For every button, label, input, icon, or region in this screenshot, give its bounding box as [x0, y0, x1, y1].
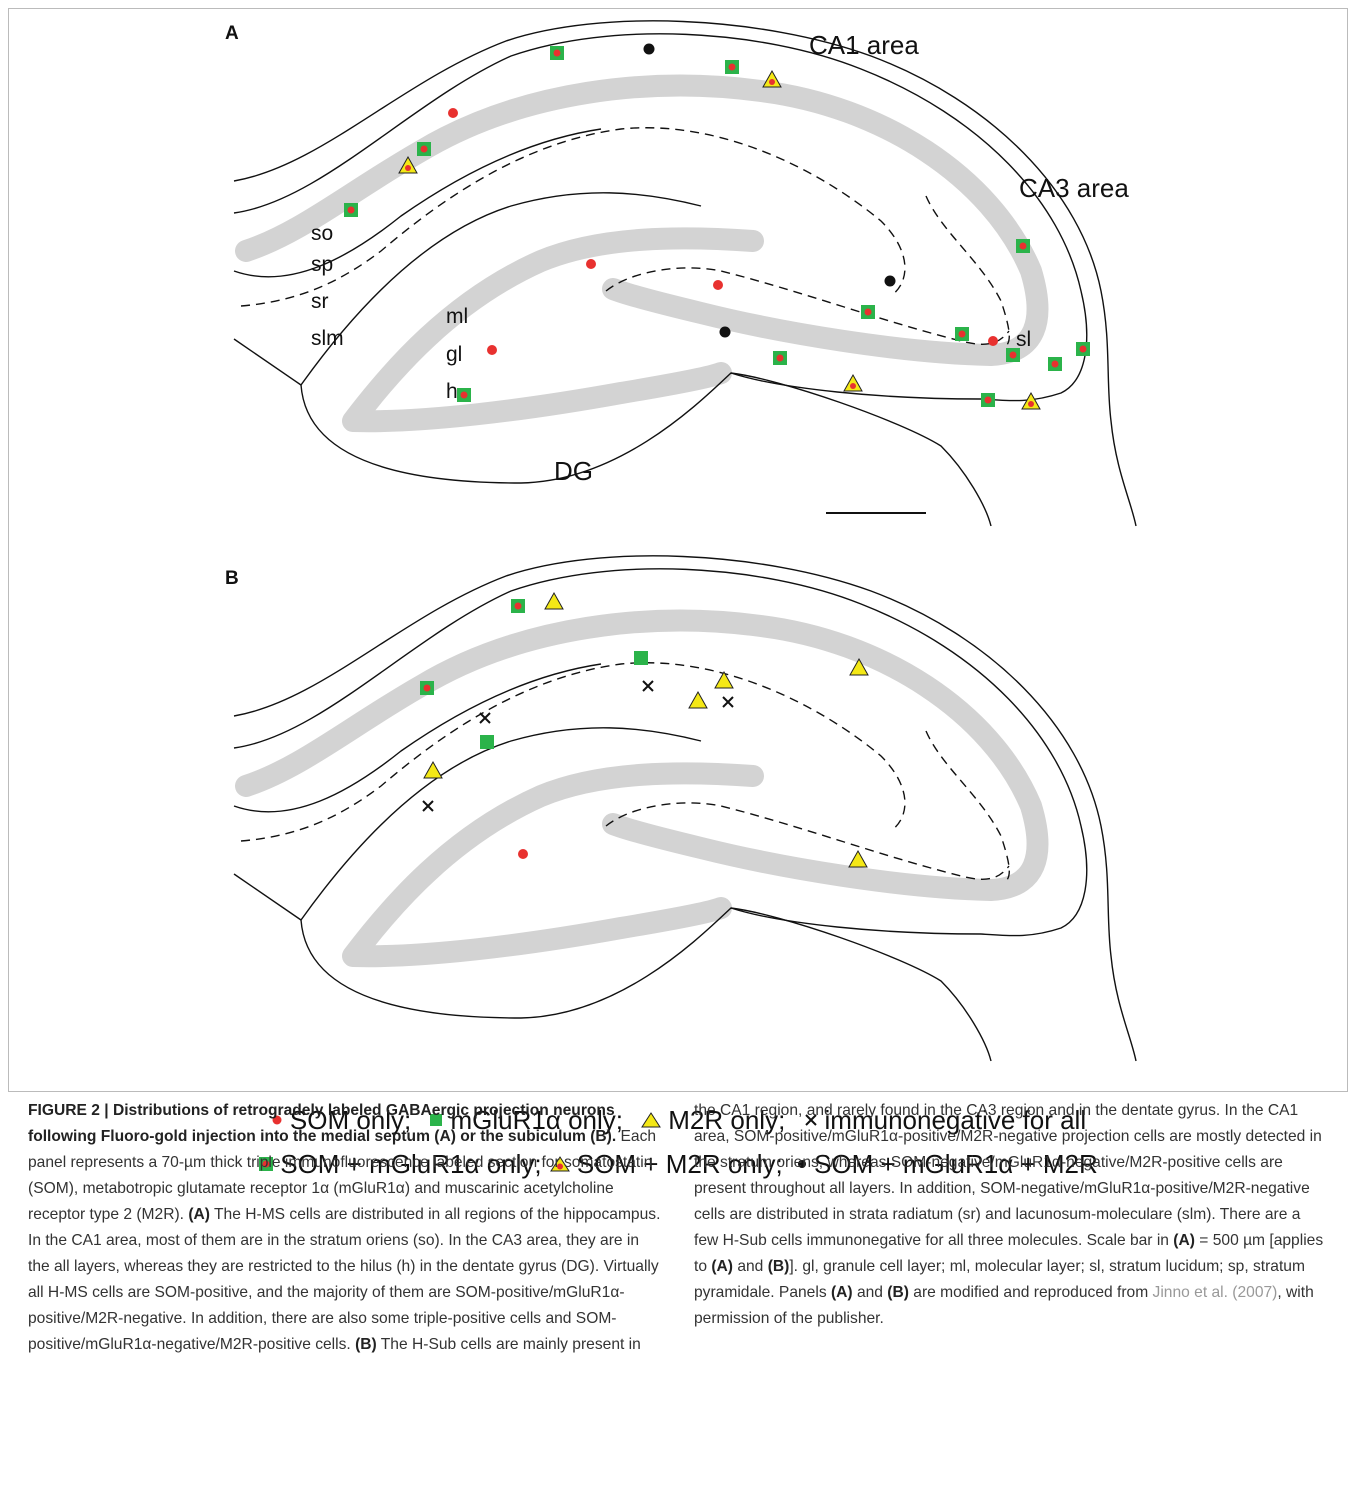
- panel-label: B: [225, 568, 239, 589]
- region-label: h: [446, 380, 458, 403]
- som-cell: [988, 336, 998, 346]
- caption-text: (B): [887, 1284, 909, 1301]
- figure: A B CA1 area CA3 area so sp sr slm ml gl…: [8, 8, 1348, 1092]
- som-mglur-cell-dot: [865, 309, 872, 316]
- caption-text: (A): [1173, 1232, 1195, 1249]
- som-mglur-cell-dot: [1020, 243, 1027, 250]
- region-label: ml: [446, 305, 468, 328]
- triple-positive-cell: [885, 276, 896, 287]
- caption-text: (A): [711, 1258, 733, 1275]
- som-mglur-cell-dot: [515, 603, 522, 610]
- region-label: slm: [311, 327, 344, 350]
- caption-text: (A): [188, 1206, 210, 1223]
- triple-positive-cell: [644, 44, 655, 55]
- caption-text: are modified and reproduced from: [909, 1284, 1153, 1301]
- mglur-cell: [634, 651, 648, 665]
- caption-text: FIGURE 2 | Distributions of retrogradely…: [28, 1102, 616, 1145]
- immunonegative-cell: [480, 713, 490, 723]
- m2r-cell: [545, 593, 563, 609]
- region-label: CA1 area: [809, 30, 919, 60]
- region-label: so: [311, 222, 333, 245]
- caption-text: and: [853, 1284, 888, 1301]
- panel-label: A: [225, 23, 239, 44]
- som-m2r-cell-dot: [850, 383, 856, 389]
- m2r-cell: [424, 762, 442, 778]
- panel-b-outline: [234, 556, 1136, 1061]
- som-m2r-cell-dot: [769, 79, 775, 85]
- som-mglur-cell-dot: [461, 392, 468, 399]
- caption-text: (B): [768, 1258, 790, 1275]
- hippocampus-diagram: A B CA1 area CA3 area so sp sr slm ml gl…: [1, 1, 1356, 1097]
- som-mglur-cell-dot: [1052, 361, 1059, 368]
- immunonegative-cell: [723, 697, 733, 707]
- m2r-cell: [715, 672, 733, 688]
- som-cell: [518, 849, 528, 859]
- region-label: sp: [311, 253, 333, 276]
- som-mglur-cell-dot: [421, 146, 428, 153]
- som-cell: [586, 259, 596, 269]
- som-mglur-cell-dot: [554, 50, 561, 57]
- region-label: gl: [446, 343, 462, 366]
- m2r-cell: [689, 692, 707, 708]
- caption-text: and: [733, 1258, 768, 1275]
- som-mglur-cell-dot: [959, 331, 966, 338]
- page: {"figure": { "panels": [ {"label": "A", …: [0, 0, 1356, 1496]
- region-label: CA3 area: [1019, 173, 1129, 203]
- som-mglur-cell-dot: [424, 685, 431, 692]
- som-mglur-cell-dot: [1080, 346, 1087, 353]
- immunonegative-cell: [643, 681, 653, 691]
- panel-a-outline: [234, 21, 1136, 526]
- som-m2r-cell-dot: [405, 165, 411, 171]
- immunonegative-cell: [423, 801, 433, 811]
- caption-text: (A): [831, 1284, 853, 1301]
- triple-positive-cell: [720, 327, 731, 338]
- som-mglur-cell-dot: [348, 207, 355, 214]
- som-cell: [713, 280, 723, 290]
- mglur-cell: [480, 735, 494, 749]
- som-mglur-cell-dot: [1010, 352, 1017, 359]
- region-label: sl: [1016, 328, 1031, 351]
- som-cell: [448, 108, 458, 118]
- region-label: DG: [554, 456, 593, 486]
- caption: FIGURE 2 | Distributions of retrogradely…: [28, 1098, 1328, 1484]
- som-mglur-cell-dot: [985, 397, 992, 404]
- som-mglur-cell-dot: [777, 355, 784, 362]
- caption-text[interactable]: Jinno et al. (2007): [1153, 1284, 1278, 1301]
- caption-text: (B): [355, 1336, 377, 1353]
- caption-text: The H-MS cells are distributed in all re…: [28, 1206, 660, 1353]
- m2r-cell: [849, 851, 867, 867]
- som-mglur-cell-dot: [729, 64, 736, 71]
- region-label: sr: [311, 290, 329, 313]
- som-m2r-cell-dot: [1028, 401, 1034, 407]
- som-cell: [487, 345, 497, 355]
